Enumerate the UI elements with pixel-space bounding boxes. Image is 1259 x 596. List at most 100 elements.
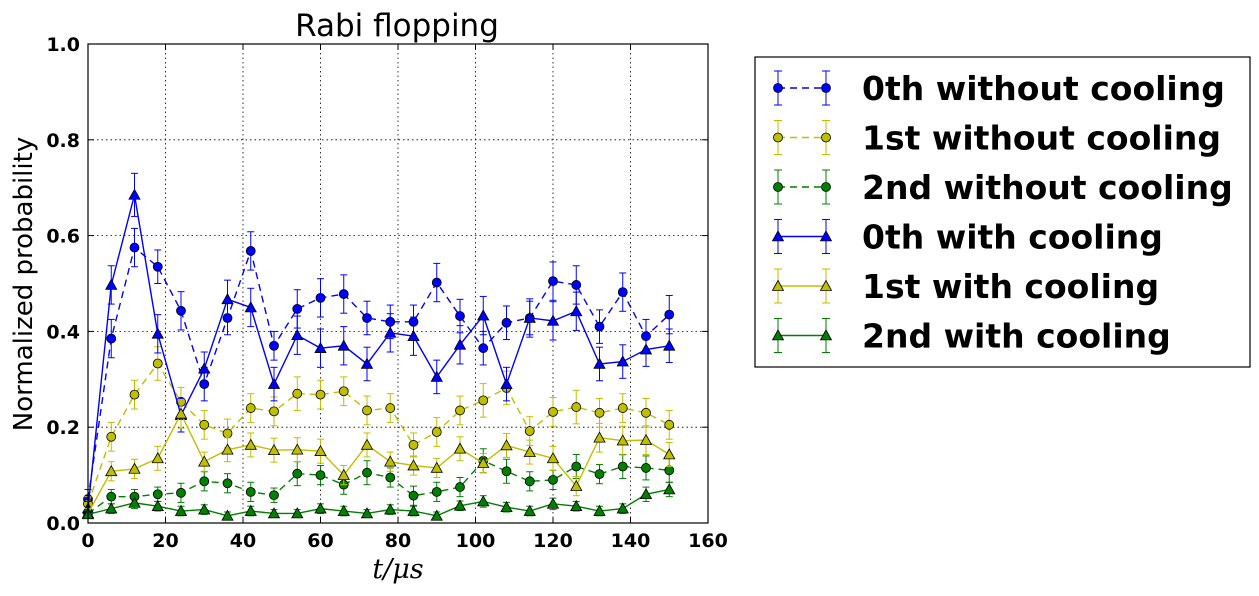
data-point: [385, 472, 396, 483]
data-point: [337, 339, 350, 351]
data-point: [617, 287, 628, 298]
data-point: [500, 377, 513, 389]
legend: 0th without cooling 1st without cooling 2n…: [754, 56, 1251, 368]
data-point: [664, 465, 675, 476]
data-point: [314, 341, 327, 353]
data-point: [477, 309, 490, 321]
data-point: [617, 461, 628, 472]
data-point: [385, 403, 396, 413]
data-point: [129, 389, 140, 400]
chart-title: Rabi flopping: [295, 8, 499, 44]
data-point: [430, 461, 443, 473]
legend-entry: 0th with cooling: [771, 218, 1163, 257]
data-point: [315, 292, 326, 303]
data-point: [338, 289, 349, 299]
data-point: [267, 377, 281, 389]
data-point: [546, 452, 560, 464]
data-point: [641, 463, 651, 473]
data-point: [571, 280, 582, 290]
data-point: [360, 357, 374, 369]
data-point: [362, 467, 372, 478]
data-point: [244, 301, 257, 313]
data-point: [478, 395, 489, 406]
data-point: [198, 503, 211, 515]
series-line: [87, 246, 670, 500]
data-point: [152, 358, 163, 369]
x-tick-label: 120: [533, 530, 573, 552]
data-point: [384, 455, 397, 467]
data-point: [593, 357, 606, 369]
data-point: [431, 277, 442, 288]
data-point: [291, 328, 304, 341]
data-point: [431, 486, 442, 497]
data-point: [244, 438, 257, 450]
legend-marker: [773, 132, 783, 143]
legend-label: 0th without cooling: [862, 69, 1225, 108]
data-point: [453, 338, 467, 350]
data-point: [128, 462, 141, 474]
data-point: [337, 504, 350, 516]
legend-marker: [819, 329, 833, 341]
data-point: [198, 362, 211, 374]
data-point: [221, 292, 234, 305]
data-point: [617, 403, 628, 413]
x-tick-label: 160: [688, 530, 728, 552]
data-point: [407, 459, 420, 471]
data-point: [501, 317, 512, 328]
data-point: [245, 403, 256, 413]
legend-label: 2nd with cooling: [862, 317, 1171, 356]
data-point: [222, 428, 233, 439]
x-tick-label: 80: [385, 530, 411, 552]
legend-entry: 1st without cooling: [773, 119, 1221, 158]
data-point: [221, 443, 234, 455]
data-point: [546, 314, 560, 326]
data-point: [570, 304, 583, 317]
series-1: [83, 346, 675, 512]
data-point: [244, 504, 257, 516]
data-point: [337, 468, 350, 480]
legend-marker: [771, 230, 785, 242]
data-point: [106, 333, 117, 344]
legend-entry: 1st with cooling: [771, 267, 1159, 306]
data-point: [594, 407, 605, 418]
data-point: [524, 476, 535, 487]
data-point: [455, 482, 465, 492]
data-point: [594, 321, 605, 332]
data-point: [616, 355, 629, 367]
data-point: [523, 445, 536, 457]
data-point: [501, 466, 512, 477]
data-point: [245, 246, 256, 256]
data-point: [292, 388, 303, 399]
data-point: [199, 476, 210, 487]
y-tick-label: 1.0: [46, 34, 80, 56]
data-point: [455, 311, 465, 321]
legend-marker: [819, 230, 833, 242]
series-line: [87, 459, 670, 514]
data-point: [176, 305, 186, 316]
data-point: [129, 242, 140, 253]
y-tick-label: 0.8: [46, 130, 80, 152]
data-point: [571, 402, 582, 412]
data-point: [384, 326, 397, 338]
data-point: [664, 419, 675, 430]
data-point: [523, 311, 536, 323]
data-point: [151, 452, 164, 464]
data-point: [176, 487, 186, 498]
data-point: [571, 461, 582, 472]
data-point: [663, 448, 676, 460]
data-point: [315, 470, 326, 481]
data-point: [269, 490, 279, 501]
data-point: [291, 443, 304, 455]
data-point: [453, 499, 467, 511]
data-point: [477, 495, 490, 507]
x-tick-label: 60: [307, 530, 333, 552]
data-point: [291, 507, 304, 519]
data-point: [105, 464, 118, 477]
data-point: [106, 491, 117, 502]
legend-marker: [771, 329, 785, 341]
data-point: [570, 499, 583, 512]
data-point: [594, 469, 605, 480]
data-point: [478, 343, 489, 354]
data-point: [269, 406, 279, 417]
